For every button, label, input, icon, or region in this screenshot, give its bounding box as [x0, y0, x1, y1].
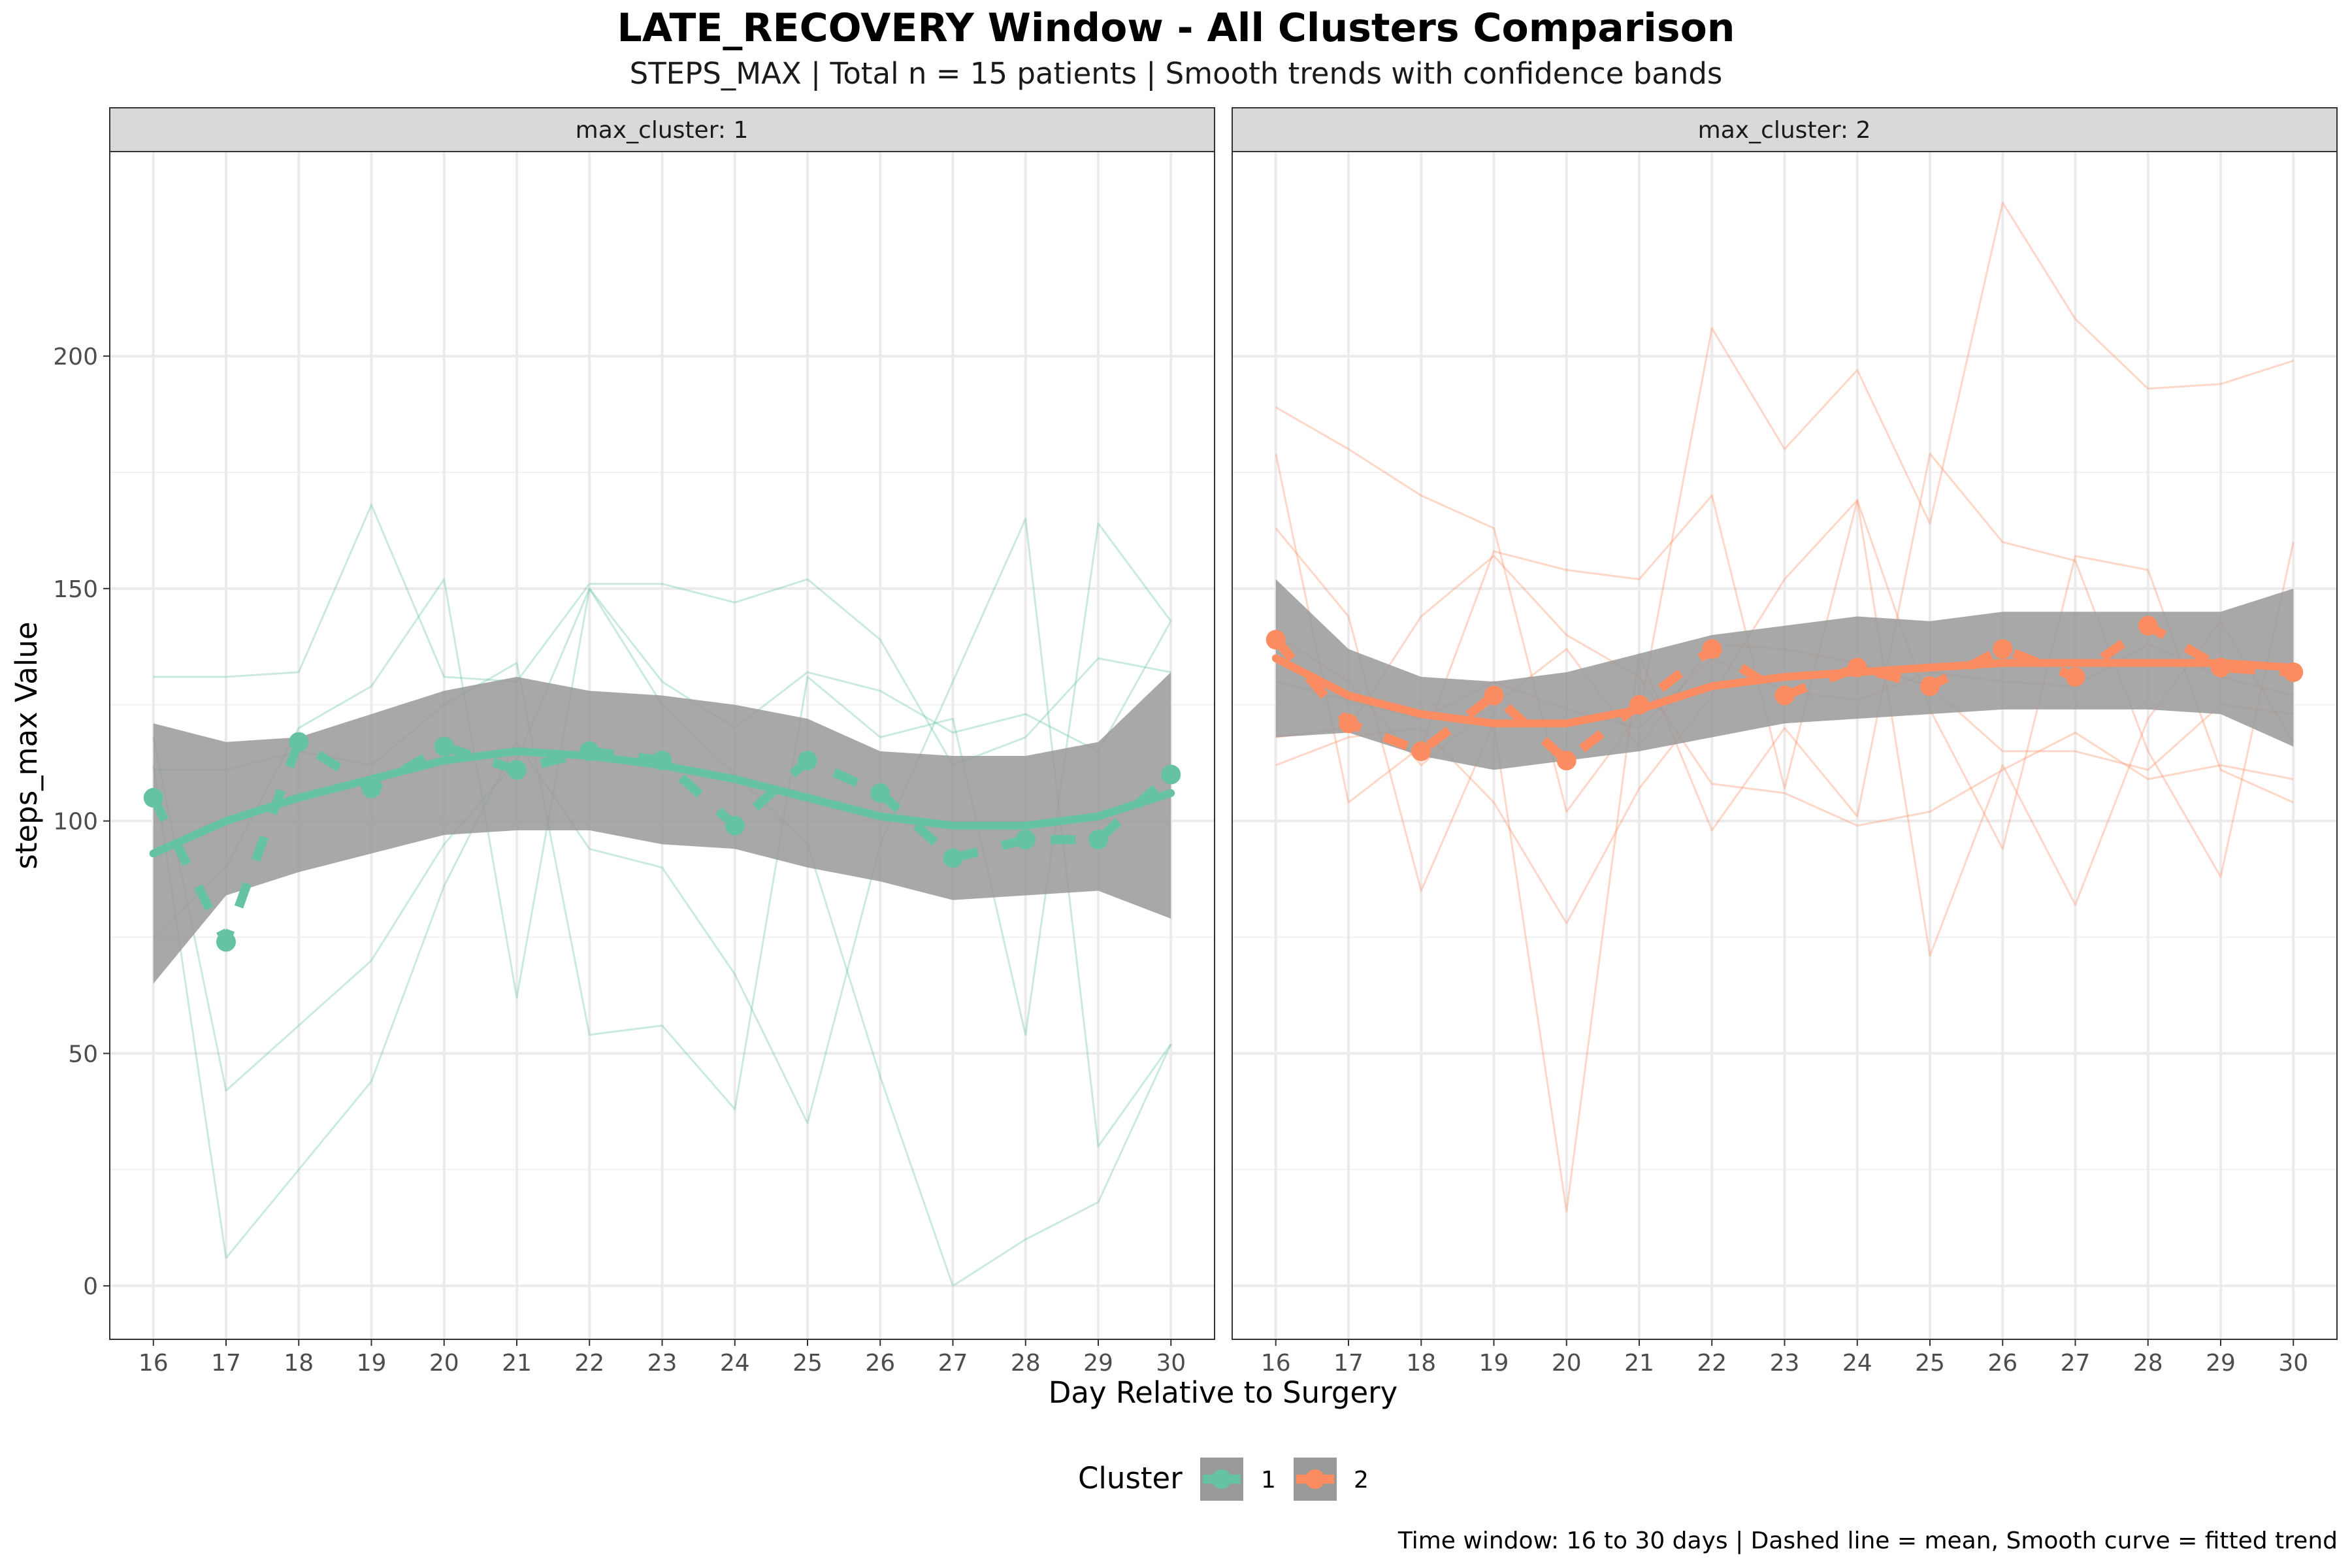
- mean-point: [507, 760, 527, 780]
- x-tick-label: 16: [1261, 1350, 1291, 1377]
- smooth-curves: [1271, 654, 2298, 728]
- x-tick-label: 28: [1011, 1350, 1041, 1377]
- chart-title: LATE_RECOVERY Window - All Clusters Comp…: [617, 5, 1735, 51]
- x-axis-title: Day Relative to Surgery: [1049, 1375, 1398, 1410]
- x-tick-label: 26: [1987, 1350, 2017, 1377]
- mean-point: [1484, 685, 1504, 706]
- mean-point: [1266, 630, 1286, 650]
- x-tick-label: 24: [1842, 1350, 1872, 1377]
- y-tick-label: 50: [68, 1041, 98, 1068]
- y-axis-title: steps_max Value: [9, 621, 44, 869]
- mean-point: [216, 932, 236, 952]
- mean-point: [361, 778, 382, 798]
- legend-label-cluster-2: 2: [1354, 1467, 1369, 1494]
- x-tick-label: 19: [357, 1350, 387, 1377]
- x-tick-label: 25: [792, 1350, 823, 1377]
- mean-point: [1629, 694, 1649, 715]
- mean-point: [2211, 657, 2230, 678]
- mean-point: [943, 848, 963, 868]
- legend-title: Cluster: [1078, 1461, 1183, 1495]
- legend-key-point: [1212, 1469, 1232, 1489]
- x-tick-label: 17: [211, 1350, 241, 1377]
- x-tick-label: 27: [938, 1350, 968, 1377]
- mean-point: [1847, 657, 1867, 678]
- x-tick-label: 19: [1479, 1350, 1509, 1377]
- mean-point: [1411, 741, 1431, 761]
- x-tick-label: 21: [502, 1350, 532, 1377]
- mean-points: [143, 732, 1181, 952]
- mean-point: [1015, 830, 1036, 850]
- mean-point: [1774, 685, 1795, 706]
- mean-point: [870, 783, 890, 803]
- mean-point: [1339, 713, 1358, 734]
- smooth-curve: [1271, 654, 2298, 728]
- y-tick-label: 100: [53, 809, 98, 836]
- legend-key-cluster-1: [1200, 1458, 1243, 1501]
- x-tick-label: 17: [1333, 1350, 1364, 1377]
- patient-line: [153, 504, 1171, 766]
- strip-background: [109, 107, 1215, 152]
- legend-key-point: [1305, 1469, 1325, 1489]
- x-tick-label: 23: [1770, 1350, 1800, 1377]
- legend-label-cluster-1: 1: [1261, 1467, 1276, 1494]
- mean-point: [1161, 764, 1181, 785]
- mean-point: [2283, 662, 2304, 682]
- x-tick-label: 29: [1083, 1350, 1113, 1377]
- x-tick-label: 30: [2278, 1350, 2308, 1377]
- y-tick-label: 200: [53, 344, 98, 370]
- x-tick-label: 18: [284, 1350, 314, 1377]
- legend-key-cluster-2: [1294, 1458, 1337, 1501]
- x-axis-ticks: 16 17 18 19 20 21 22 23 24 25 26 27 28 29 30: [139, 1339, 1186, 1377]
- patient-line: [1275, 555, 2294, 827]
- y-axis-ticks: 0 50 100 150 200: [53, 344, 110, 1300]
- x-tick-label: 26: [865, 1350, 895, 1377]
- y-tick-label: 150: [53, 576, 98, 603]
- mean-point: [1556, 751, 1576, 771]
- panel-cluster-2: max_cluster: 2 16 17 18 19 20 21 22 23 24 25 26 27 2…: [1232, 107, 2338, 1377]
- x-axis-ticks: 16 17 18 19 20 21 22 23 24 25 26 27 28 29 30: [1261, 1339, 2308, 1377]
- strip-background: [1232, 107, 2338, 152]
- x-tick-label: 22: [574, 1350, 604, 1377]
- mean-point: [1993, 639, 2013, 659]
- mean-points: [1266, 615, 2304, 771]
- legend: Cluster 1 2: [1078, 1458, 1369, 1501]
- mean-point: [143, 788, 163, 808]
- x-tick-label: 28: [2133, 1350, 2163, 1377]
- patient-line: [1275, 201, 2294, 813]
- x-tick-label: 25: [1915, 1350, 1945, 1377]
- mean-point: [1088, 830, 1108, 850]
- panel-cluster-1: max_cluster: 1 16 17 18 19 20 21 22 23 24 25 26 27 2…: [109, 107, 1215, 1377]
- chart-subtitle: STEPS_MAX | Total n = 15 patients | Smoo…: [630, 56, 1723, 91]
- x-tick-label: 29: [2206, 1350, 2236, 1377]
- confidence-band: [153, 672, 1171, 984]
- mean-point: [725, 815, 745, 836]
- x-tick-label: 27: [2061, 1350, 2091, 1377]
- y-tick-label: 0: [83, 1273, 98, 1300]
- mean-point: [2138, 615, 2158, 636]
- mean-point: [434, 736, 454, 757]
- x-tick-label: 30: [1156, 1350, 1186, 1377]
- mean-point: [652, 751, 672, 771]
- x-tick-label: 22: [1697, 1350, 1727, 1377]
- mean-point: [2065, 667, 2085, 687]
- chart-caption: Time window: 16 to 30 days | Dashed line…: [1397, 1527, 2338, 1554]
- x-tick-label: 20: [1552, 1350, 1582, 1377]
- x-tick-label: 16: [139, 1350, 169, 1377]
- x-tick-label: 21: [1624, 1350, 1654, 1377]
- mean-point: [1920, 676, 1940, 696]
- x-tick-label: 23: [647, 1350, 678, 1377]
- x-tick-label: 24: [720, 1350, 750, 1377]
- confidence-bands: [153, 672, 1171, 984]
- strip-label: max_cluster: 1: [576, 117, 749, 144]
- mean-point: [798, 751, 817, 771]
- patient-line: [152, 517, 1172, 1259]
- mean-point: [289, 732, 309, 752]
- strip-label: max_cluster: 2: [1698, 117, 1871, 144]
- patient-line: [152, 587, 1172, 1092]
- mean-point: [580, 741, 600, 761]
- mean-point: [1702, 639, 1722, 659]
- x-tick-label: 20: [429, 1350, 459, 1377]
- x-tick-label: 18: [1406, 1350, 1436, 1377]
